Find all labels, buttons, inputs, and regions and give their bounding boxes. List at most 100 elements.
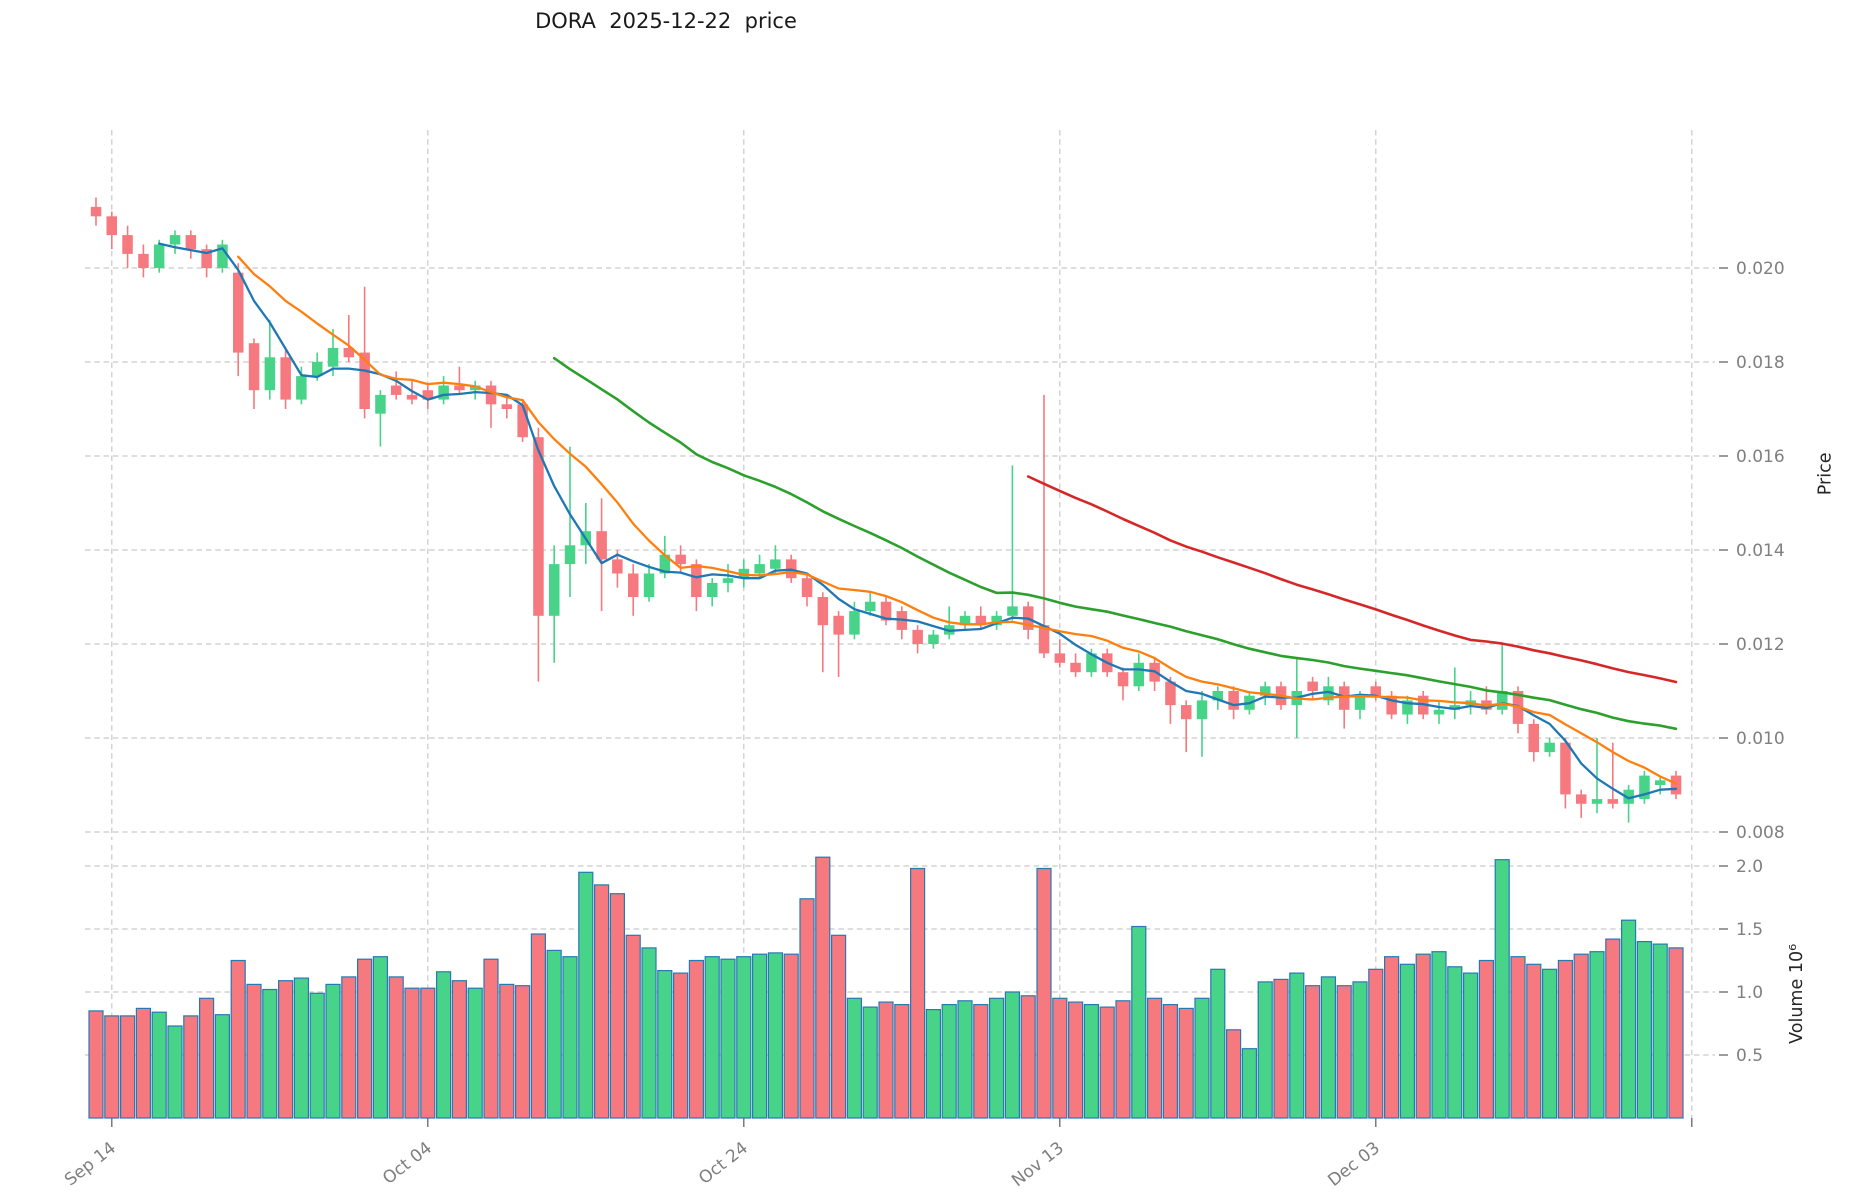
candle-body (975, 615, 987, 626)
candle-body (1307, 681, 1318, 691)
volume-bar (1036, 867, 1052, 1119)
x-tick-label: Nov 13 (1008, 1138, 1068, 1191)
candle-body (1402, 700, 1413, 715)
volume-bar (293, 977, 309, 1119)
candle-body (1133, 662, 1144, 687)
volume-bar (1478, 959, 1495, 1119)
volume-bar (578, 871, 594, 1119)
candle-body (1433, 709, 1445, 715)
candle-body (1038, 625, 1050, 654)
volume-bar (736, 956, 752, 1119)
volume-bar (1099, 1006, 1115, 1119)
volume-bar (988, 997, 1005, 1119)
volume-bar (1336, 985, 1352, 1119)
candle-body (707, 582, 718, 597)
volume-bar (751, 953, 768, 1119)
volume-tick-label: 0.5 (1736, 1046, 1763, 1066)
candle-body (833, 615, 844, 635)
candle-body (801, 578, 813, 597)
candle-body (106, 216, 117, 236)
volume-bar (388, 976, 404, 1119)
volume-bar (1241, 1048, 1258, 1119)
candle-body (770, 559, 781, 569)
volume-bar (183, 1015, 199, 1119)
volume-bar (1304, 985, 1321, 1119)
volume-bar (372, 956, 388, 1119)
volume-bar (1289, 972, 1305, 1119)
volume-bar (1383, 956, 1400, 1119)
volume-bar (436, 971, 452, 1119)
volume-axis-label: Volume 10⁶ (1767, 944, 1827, 1066)
candle-body (169, 235, 181, 245)
volume-bar (199, 997, 215, 1119)
x-tick-label: Oct 24 (695, 1138, 752, 1189)
volume-bar (625, 934, 641, 1119)
volume-bar (657, 969, 673, 1119)
candle-body (628, 573, 639, 597)
candle-body (1196, 700, 1208, 720)
volume-axis-scale-text: 10⁶ (1786, 943, 1807, 974)
volume-bar (1526, 963, 1542, 1119)
volume-bar (404, 987, 420, 1119)
candle-body (1449, 705, 1460, 710)
price-tick-label: 0.016 (1736, 447, 1785, 467)
candle-body (722, 578, 734, 583)
price-tick-label: 0.010 (1736, 729, 1785, 749)
candle-body (1576, 794, 1587, 804)
volume-bar (1668, 947, 1684, 1119)
volume-bar (973, 1003, 989, 1119)
candle-body (312, 362, 323, 377)
volume-bar (1273, 978, 1289, 1119)
candle-body (501, 404, 513, 409)
candle-body (1260, 686, 1271, 696)
candle-body (1354, 695, 1366, 710)
volume-bar (1178, 1007, 1194, 1119)
x-tick-label: Sep 14 (61, 1138, 120, 1190)
volume-bar (135, 1007, 151, 1119)
candle-body (327, 347, 339, 367)
volume-tick-label: 2.0 (1736, 857, 1763, 877)
price-axis-label: Price (1796, 453, 1856, 518)
volume-bar (357, 958, 373, 1119)
volume-bar (530, 933, 547, 1119)
candle-body (201, 249, 212, 268)
volume-bar (1589, 951, 1605, 1119)
volume-bar (1257, 981, 1273, 1119)
volume-bar (151, 1011, 167, 1119)
candle-body (153, 244, 165, 268)
volume-tick-label: 1.0 (1736, 983, 1763, 1003)
volume-bar (1352, 981, 1368, 1119)
volume-bar (1494, 859, 1510, 1119)
candle-body (217, 244, 228, 268)
volume-bar (1225, 1029, 1242, 1119)
candle-body (1070, 662, 1081, 673)
volume-tick-label: 1.5 (1736, 920, 1763, 940)
candle-body (754, 564, 765, 574)
candle-body (438, 385, 449, 400)
candle-body (738, 568, 750, 579)
candle-body (549, 564, 560, 616)
candle-body (1181, 705, 1192, 720)
volume-bar (894, 1003, 910, 1119)
candle-body (470, 385, 481, 391)
volume-bar (815, 856, 831, 1119)
candle-body (1497, 691, 1508, 710)
candle-body (880, 601, 892, 621)
candle-body (1528, 723, 1539, 753)
volume-bar (1652, 943, 1668, 1119)
candle-body (865, 601, 876, 612)
volume-bar (609, 893, 626, 1119)
candle-body (928, 634, 939, 644)
candle-body (1212, 691, 1223, 701)
volume-bar (941, 1003, 957, 1119)
volume-bar (767, 952, 784, 1119)
candle-body (612, 559, 623, 574)
volume-bar (514, 985, 531, 1119)
volume-bar (1415, 953, 1431, 1119)
volume-bar (830, 934, 847, 1119)
candle-body (1544, 742, 1555, 753)
candle-body (1386, 695, 1397, 715)
volume-bar (957, 1000, 973, 1119)
